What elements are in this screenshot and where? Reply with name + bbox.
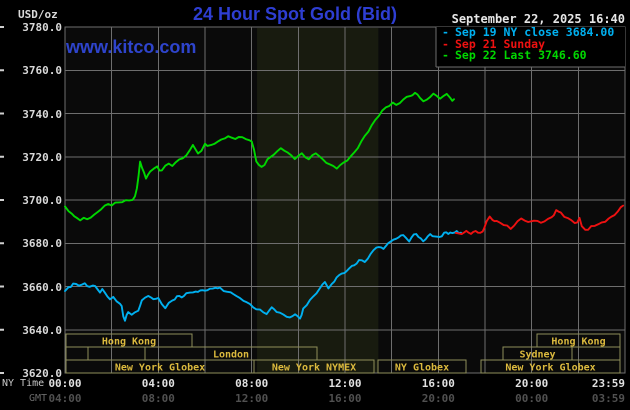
- y-axis-tick-label: 3720.0: [22, 150, 62, 164]
- x-axis-tick-label-ny: 16:00: [421, 377, 455, 390]
- x-axis-tick-label-gmt: 00:00: [515, 392, 549, 405]
- price-line-sep22: [64, 91, 455, 222]
- x-axis-tick-label-gmt: 04:00: [48, 392, 82, 405]
- session-box: [253, 359, 375, 374]
- legend-backdrop: [436, 27, 625, 67]
- x-axis-tick-label-ny: 23:59: [591, 377, 625, 390]
- x-axis-tick-label-gmt: 16:00: [328, 392, 362, 405]
- y-axis-tick-label: 3740.0: [22, 107, 62, 121]
- session-label: New York NYMEX: [272, 363, 356, 374]
- x-axis-tick-label-ny: 20:00: [515, 377, 549, 390]
- y-axis-tick: [0, 112, 4, 115]
- y-axis-tick: [0, 285, 4, 288]
- x-axis-tick-label-ny: 08:00: [235, 377, 269, 390]
- y-axis-tick-label: 3680.0: [22, 237, 62, 251]
- y-axis-tick: [0, 26, 4, 28]
- legend-item: - Sep 19 NY close 3684.00: [442, 25, 615, 39]
- y-axis-tick: [0, 69, 4, 72]
- session-box: [480, 359, 621, 374]
- x-axis-tick-label-gmt: 12:00: [235, 392, 269, 405]
- legend-label-sep22: Sep 22 Last 3746.60: [455, 48, 587, 62]
- price-line-sep19: [64, 230, 462, 322]
- legend-marker-sep21: -: [442, 36, 449, 51]
- y-axis-tick-label: 3780.0: [22, 21, 62, 34]
- x-axis-tick-label-gmt: 20:00: [421, 392, 455, 405]
- legend-marker-sep19: -: [442, 25, 449, 39]
- session-label: New York Globex: [505, 363, 595, 374]
- legend-label-sep21: Sep 21 Sunday: [455, 36, 546, 51]
- session-box: [377, 359, 467, 374]
- session-label: NY Globex: [395, 363, 449, 374]
- price-units-label: USD/oz: [18, 8, 58, 21]
- price-line-sep21: [454, 204, 625, 236]
- y-axis-tick-label: 3640.0: [22, 323, 62, 337]
- session-label: London: [213, 350, 249, 361]
- y-axis-tick: [0, 328, 4, 331]
- legend-item: - Sep 21 Sunday: [442, 36, 614, 51]
- y-axis-tick: [0, 199, 4, 201]
- y-axis-tick: [0, 155, 4, 158]
- legend-item: - Sep 22 Last 3746.60: [442, 48, 614, 62]
- kitco-watermark-link[interactable]: www.kitco.com: [66, 37, 197, 57]
- page-title: 24 Hour Spot Gold (Bid): [193, 4, 397, 24]
- x-axis-tick-label-ny: 00:00: [48, 377, 82, 390]
- y-axis-tick-label: 3660.0: [22, 280, 62, 294]
- y-axis-tick: [0, 242, 4, 245]
- session-label: Hong Kong: [102, 337, 156, 348]
- y-axis-tick-label: 3760.0: [22, 64, 62, 78]
- x-axis-tick-label-gmt: 03:59: [591, 392, 625, 405]
- y-axis-tick-label: 3620.0: [22, 367, 62, 380]
- session-label: New York Globex: [115, 363, 205, 374]
- legend-label-sep19: Sep 19 NY close 3684.00: [455, 25, 615, 39]
- datetime-label: September 22, 2025 16:40: [451, 12, 625, 26]
- session-label: Hong Kong: [551, 337, 605, 348]
- legend-marker-sep22: -: [442, 48, 449, 62]
- session-label: Sydney: [519, 350, 555, 361]
- gmt-axis-label: GMT: [29, 393, 48, 404]
- x-axis-tick-label-ny: 12:00: [328, 377, 362, 390]
- y-axis-tick-label: 3700.0: [22, 194, 62, 207]
- x-axis-tick-label-gmt: 08:00: [141, 392, 175, 405]
- ny-time-axis-label: NY Time: [2, 378, 45, 389]
- legend: - Sep 19 NY close 3684.00 - Sep 21 Sunday …: [442, 25, 615, 62]
- x-axis-tick-label-ny: 04:00: [141, 377, 175, 390]
- y-axis-tick: [0, 372, 4, 374]
